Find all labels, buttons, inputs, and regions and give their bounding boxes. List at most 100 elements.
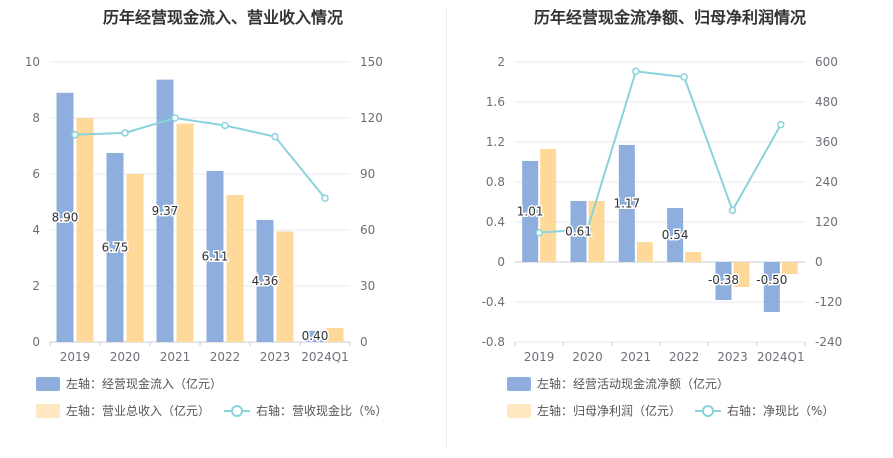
y-tick-right: 480	[815, 95, 838, 109]
bar-secondary	[781, 262, 798, 274]
line-point	[777, 120, 785, 129]
legend-item-bar1[interactable]: 左轴：经营现金流入（亿元）	[36, 375, 222, 392]
bar-primary	[715, 262, 732, 300]
bar-primary	[667, 208, 684, 262]
x-tick-label: 2024Q1	[301, 350, 349, 364]
data-label: 9.37	[152, 204, 179, 218]
y-tick-right: -240	[815, 335, 842, 349]
y-tick-right: 90	[360, 167, 375, 181]
line-point	[171, 114, 179, 122]
data-label: 1.17	[613, 197, 640, 211]
data-label: 4.36	[252, 274, 279, 288]
line-point	[71, 131, 79, 139]
bar-primary	[56, 92, 74, 342]
legend-swatch	[507, 403, 531, 418]
data-label: 8.90	[52, 210, 79, 224]
y-tick-left: 2	[32, 279, 40, 293]
data-label: 0.40	[302, 329, 329, 343]
bar-primary	[256, 219, 274, 342]
bar-secondary	[636, 242, 653, 262]
panel-divider	[446, 8, 447, 448]
x-tick-label: 2023	[717, 350, 748, 364]
legend-label: 左轴：经营活动现金流净额（亿元）	[537, 377, 730, 391]
y-tick-left: -0.4	[482, 295, 505, 309]
bar-secondary	[326, 328, 344, 342]
y-tick-left: 2	[497, 55, 505, 69]
line-point	[535, 228, 543, 237]
line-point	[583, 225, 592, 234]
y-tick-left: 4	[32, 223, 40, 237]
legend-line-marker-icon	[695, 404, 722, 418]
legend-label[interactable]: 右轴：净现比（%）	[727, 404, 835, 418]
y-tick-right: 120	[360, 111, 383, 125]
y-tick-right: 600	[815, 55, 838, 69]
bar-secondary	[176, 123, 194, 342]
x-tick-label: 2022	[210, 350, 241, 364]
bar-secondary	[226, 195, 244, 342]
legend-label[interactable]: 右轴：营收现金比（%）	[256, 404, 388, 418]
line-point	[632, 67, 640, 76]
bar-primary	[206, 170, 224, 342]
y-tick-left: 8	[32, 111, 40, 125]
y-tick-right: 0	[360, 335, 368, 349]
legend-swatch	[36, 403, 60, 418]
line-series	[539, 70, 782, 234]
y-tick-right: 120	[815, 215, 838, 229]
data-label: 6.11	[202, 249, 229, 263]
y-tick-left: 0.8	[486, 175, 505, 189]
data-label: 6.75	[102, 241, 129, 255]
bar-secondary	[733, 262, 750, 287]
bar-primary	[156, 79, 174, 342]
line-point	[728, 206, 737, 215]
y-tick-right: 240	[815, 175, 838, 189]
chart-title: 历年经营现金流净额、归母净利润情况	[533, 8, 806, 27]
bar-secondary	[126, 174, 144, 342]
legend-item-bar1[interactable]: 左轴：经营活动现金流净额（亿元）	[507, 375, 729, 392]
bar-primary	[763, 262, 780, 312]
chart-svg: -0.8 -240 -0.4 -120 0 0 0.4 120 0.8 240 1.2 360 1.6 4…	[482, 55, 843, 364]
y-tick-right: 30	[360, 279, 375, 293]
x-tick-label: 2024Q1	[757, 350, 805, 364]
x-tick-label: 2021	[160, 350, 191, 364]
x-tick-label: 2023	[260, 350, 291, 364]
bar-primary	[618, 145, 635, 262]
legend-swatch	[36, 376, 60, 391]
legend-line-marker-icon	[224, 404, 251, 418]
x-tick-label: 2022	[669, 350, 700, 364]
y-tick-right: 150	[360, 55, 383, 69]
y-tick-left: 0	[32, 335, 40, 349]
bar-secondary	[685, 252, 702, 262]
y-tick-right: -120	[815, 295, 842, 309]
chart-svg: 0 0 2 30 4 60 6 90 8 120 10 150 2019 2020 2021 2022 2023…	[25, 55, 383, 364]
x-tick-label: 2020	[572, 350, 603, 364]
line-series	[74, 116, 326, 199]
bar-secondary	[540, 149, 557, 262]
legend-row-2: 左轴：归母净利润（亿元） 右轴：净现比（%）	[507, 402, 834, 419]
data-label: -0.38	[708, 273, 739, 287]
y-tick-left: 0.4	[486, 215, 505, 229]
line-point	[321, 194, 329, 203]
y-tick-right: 360	[815, 135, 838, 149]
x-tick-label: 2019	[60, 350, 91, 364]
data-label: 0.61	[565, 225, 592, 239]
y-tick-left: 0	[497, 255, 505, 269]
legend-label[interactable]: 左轴：营业总收入（亿元）	[66, 404, 211, 418]
legend-label[interactable]: 左轴：归母净利润（亿元）	[537, 404, 682, 418]
chart-panel-net-cash: 历年经营现金流净额、归母净利润情况 -0.8 -240 -0.4 -120 0 0 0.4 1…	[447, 0, 893, 458]
data-label: 1.01	[517, 205, 544, 219]
y-tick-left: 1.2	[486, 135, 505, 149]
chart-panel-cash-inflow: 历年经营现金流入、营业收入情况 0 0 2 30 4 60 6 90 8 120 10 150 2019…	[0, 0, 446, 458]
bar-primary	[570, 201, 587, 262]
y-tick-left: 1.6	[486, 95, 505, 109]
line-point	[221, 121, 229, 130]
x-tick-label: 2021	[621, 350, 652, 364]
line-point	[680, 73, 688, 81]
legend-swatch	[507, 376, 531, 391]
y-tick-left: 10	[25, 55, 40, 69]
legend-label: 左轴：经营现金流入（亿元）	[66, 377, 223, 391]
bar-primary	[306, 330, 324, 342]
legend-row-2: 左轴：营业总收入（亿元） 右轴：营收现金比（%）	[36, 402, 387, 419]
line-point	[271, 132, 279, 141]
y-tick-left: -0.8	[482, 335, 505, 349]
bar-primary	[106, 153, 124, 342]
